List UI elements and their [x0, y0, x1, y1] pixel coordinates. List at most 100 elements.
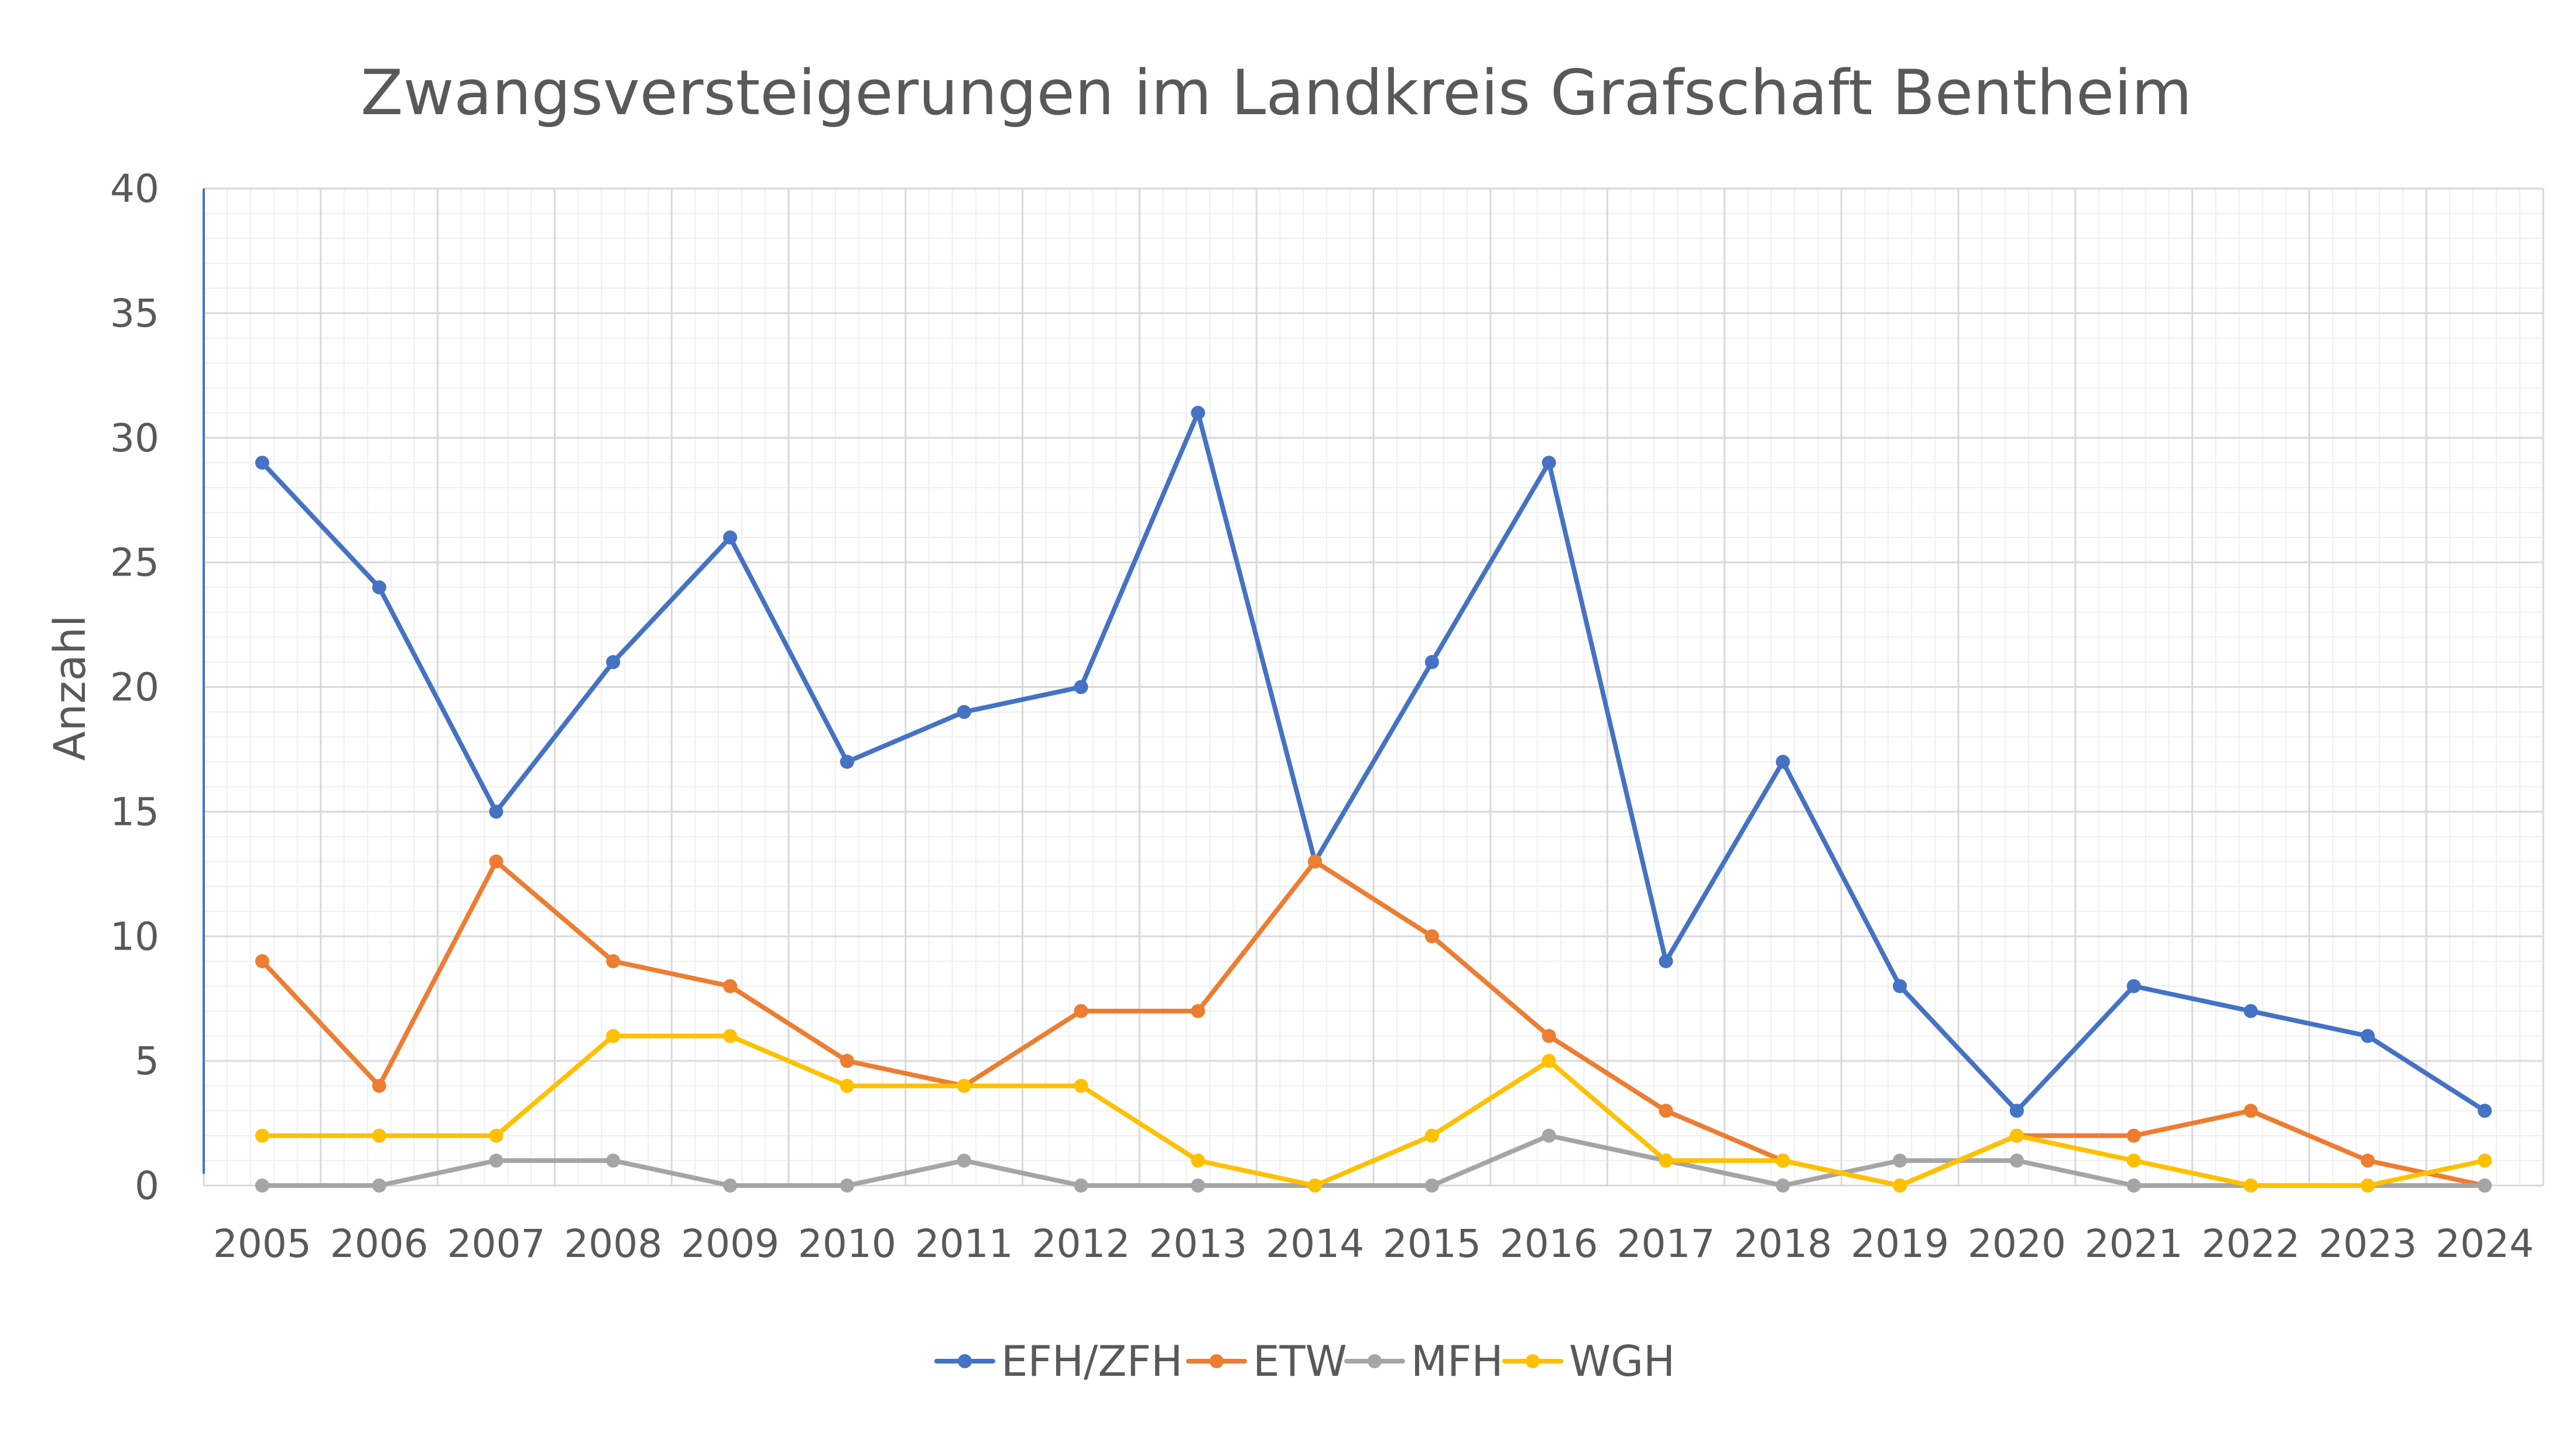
- y-axis-label: Anzahl: [45, 615, 95, 761]
- data-point-mfh: [2478, 1179, 2492, 1193]
- x-tick-label: 2016: [1500, 1221, 1598, 1266]
- x-tick-label: 2018: [1734, 1221, 1832, 1266]
- y-tick-label: 35: [110, 291, 159, 336]
- data-point-etw: [372, 1078, 386, 1093]
- y-tick-label: 25: [110, 540, 159, 585]
- data-point-mfh: [489, 1153, 503, 1168]
- data-point-etw: [255, 954, 269, 968]
- legend-item-wgh: WGH: [1502, 1337, 1675, 1386]
- series-line-efh-zfh: [259, 410, 2488, 1114]
- data-point-wgh: [2478, 1153, 2492, 1168]
- x-tick-label: 2009: [681, 1221, 779, 1266]
- legend-marker-wgh: [1526, 1354, 1540, 1368]
- y-tick-label: 20: [110, 665, 159, 710]
- legend-marker-etw: [1210, 1354, 1224, 1368]
- data-point-mfh: [2009, 1153, 2024, 1168]
- x-tick-label: 2023: [2318, 1221, 2417, 1266]
- data-point-etw: [2361, 1153, 2375, 1168]
- series-mfh: [255, 1128, 2492, 1193]
- x-tick-label: 2010: [798, 1221, 896, 1266]
- data-point-wgh: [1308, 1179, 1323, 1193]
- data-point-efh-zfh: [1893, 979, 1907, 994]
- y-tick-label: 15: [110, 789, 159, 834]
- data-point-etw: [606, 954, 621, 968]
- data-point-efh-zfh: [1659, 954, 1673, 968]
- data-point-wgh: [1424, 1128, 1439, 1143]
- gridlines: [203, 187, 2544, 1187]
- y-tick-label: 10: [110, 914, 159, 959]
- legend-item-mfh: MFH: [1344, 1337, 1503, 1386]
- series-efh-zfh: [255, 406, 2492, 1118]
- series-line-wgh: [259, 1033, 2488, 1188]
- data-point-wgh: [1542, 1054, 1556, 1068]
- data-point-etw: [723, 979, 738, 994]
- data-point-efh-zfh: [1776, 755, 1790, 769]
- data-point-etw: [1191, 1003, 1205, 1018]
- data-point-wgh: [606, 1029, 621, 1043]
- legend: EFH/ZFH ETW MFH WGH: [934, 1337, 1675, 1386]
- data-point-efh-zfh: [2361, 1029, 2375, 1043]
- data-point-wgh: [1776, 1153, 1790, 1168]
- x-tick-label: 2021: [2085, 1221, 2183, 1266]
- data-point-efh-zfh: [255, 455, 269, 470]
- data-point-mfh: [2126, 1179, 2141, 1193]
- legend-marker-efh-zfh: [958, 1354, 972, 1368]
- x-tick-label: 2013: [1149, 1221, 1247, 1266]
- data-point-efh-zfh: [372, 580, 386, 595]
- series-wgh: [255, 1029, 2492, 1193]
- data-point-wgh: [489, 1128, 503, 1143]
- data-point-mfh: [1893, 1153, 1907, 1168]
- data-point-efh-zfh: [606, 655, 621, 669]
- y-tick-label: 5: [135, 1039, 159, 1084]
- legend-item-efh-zfh: EFH/ZFH: [934, 1337, 1183, 1386]
- data-point-etw: [1074, 1003, 1088, 1018]
- legend-label-etw: ETW: [1253, 1337, 1347, 1386]
- x-tick-label: 2022: [2202, 1221, 2300, 1266]
- data-point-etw: [1542, 1029, 1556, 1043]
- data-point-efh-zfh: [1542, 455, 1556, 470]
- data-point-efh-zfh: [1191, 406, 1205, 420]
- x-tick-label: 2024: [2435, 1221, 2534, 1266]
- data-point-efh-zfh: [957, 705, 971, 720]
- data-point-etw: [2243, 1104, 2258, 1118]
- x-tick-label: 2012: [1032, 1221, 1131, 1266]
- tick-labels: 0 5 10 15 20 25 30 35 40 2005 2006 2007 2008 2009 2010…: [110, 166, 2534, 1266]
- data-point-efh-zfh: [2478, 1104, 2492, 1118]
- data-point-efh-zfh: [840, 755, 854, 769]
- data-point-efh-zfh: [2126, 979, 2141, 994]
- data-point-wgh: [1893, 1179, 1907, 1193]
- series-line-etw: [259, 859, 2488, 1188]
- data-point-wgh: [2126, 1153, 2141, 1168]
- y-tick-label: 30: [110, 416, 159, 461]
- data-point-wgh: [2361, 1179, 2375, 1193]
- data-point-efh-zfh: [1074, 680, 1088, 694]
- data-point-mfh: [1074, 1179, 1088, 1193]
- data-point-etw: [1308, 854, 1323, 869]
- y-tick-label: 0: [135, 1163, 159, 1208]
- data-point-efh-zfh: [2009, 1104, 2024, 1118]
- x-tick-label: 2011: [915, 1221, 1013, 1266]
- legend-label-wgh: WGH: [1569, 1337, 1675, 1386]
- data-point-efh-zfh: [1424, 655, 1439, 669]
- x-tick-label: 2005: [213, 1221, 311, 1266]
- x-tick-label: 2017: [1617, 1221, 1715, 1266]
- data-point-mfh: [1542, 1128, 1556, 1143]
- data-point-etw: [489, 854, 503, 869]
- legend-label-mfh: MFH: [1411, 1337, 1503, 1386]
- data-point-efh-zfh: [2243, 1003, 2258, 1018]
- data-point-mfh: [840, 1179, 854, 1193]
- data-point-mfh: [957, 1153, 971, 1168]
- data-point-wgh: [372, 1128, 386, 1143]
- data-point-wgh: [1191, 1153, 1205, 1168]
- data-point-wgh: [1659, 1153, 1673, 1168]
- data-point-wgh: [723, 1029, 738, 1043]
- data-point-wgh: [2243, 1179, 2258, 1193]
- data-point-etw: [2126, 1128, 2141, 1143]
- y-tick-label: 40: [110, 166, 159, 211]
- series-lines: [255, 406, 2492, 1193]
- data-point-wgh: [1074, 1078, 1088, 1093]
- data-point-mfh: [255, 1179, 269, 1193]
- data-point-mfh: [1424, 1179, 1439, 1193]
